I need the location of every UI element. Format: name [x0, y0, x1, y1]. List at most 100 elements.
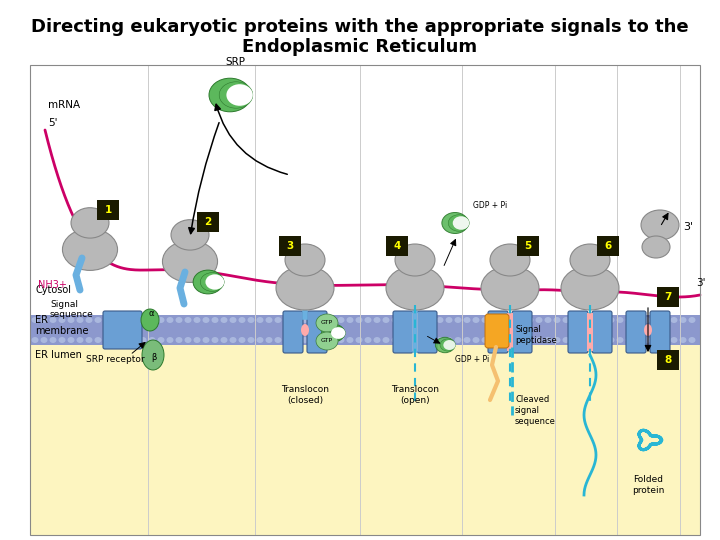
Ellipse shape [410, 317, 416, 323]
Ellipse shape [316, 314, 338, 332]
FancyBboxPatch shape [650, 311, 670, 353]
Ellipse shape [572, 337, 578, 343]
Text: ER
membrane: ER membrane [35, 315, 89, 336]
Ellipse shape [32, 337, 38, 343]
Text: 2: 2 [204, 217, 212, 227]
Ellipse shape [68, 317, 74, 323]
FancyBboxPatch shape [103, 311, 142, 349]
Ellipse shape [220, 337, 228, 343]
Ellipse shape [616, 317, 624, 323]
Text: Cytosol: Cytosol [35, 285, 71, 295]
Text: SRP: SRP [225, 57, 245, 67]
Text: 4: 4 [393, 241, 401, 251]
Text: 5': 5' [48, 118, 58, 128]
Ellipse shape [356, 337, 362, 343]
Ellipse shape [220, 317, 228, 323]
Ellipse shape [440, 339, 456, 351]
Ellipse shape [428, 317, 434, 323]
Ellipse shape [58, 337, 66, 343]
Ellipse shape [642, 236, 670, 258]
Ellipse shape [364, 337, 372, 343]
Ellipse shape [238, 337, 246, 343]
Ellipse shape [526, 337, 534, 343]
Text: 3': 3' [683, 222, 693, 232]
Ellipse shape [248, 317, 254, 323]
Ellipse shape [140, 317, 146, 323]
FancyBboxPatch shape [279, 236, 301, 256]
Ellipse shape [616, 337, 624, 343]
Ellipse shape [184, 317, 192, 323]
Ellipse shape [442, 213, 468, 233]
Bar [412, 313, 418, 351]
Text: α: α [148, 309, 154, 319]
Ellipse shape [472, 337, 480, 343]
Ellipse shape [464, 317, 470, 323]
Ellipse shape [274, 337, 282, 343]
Ellipse shape [292, 337, 300, 343]
FancyBboxPatch shape [597, 236, 619, 256]
FancyBboxPatch shape [592, 311, 612, 353]
Ellipse shape [158, 337, 164, 343]
Ellipse shape [285, 244, 325, 276]
FancyBboxPatch shape [512, 311, 532, 353]
Ellipse shape [94, 337, 102, 343]
Ellipse shape [580, 317, 588, 323]
Ellipse shape [194, 317, 200, 323]
Ellipse shape [608, 317, 614, 323]
Ellipse shape [500, 317, 506, 323]
FancyBboxPatch shape [386, 236, 408, 256]
Ellipse shape [508, 337, 516, 343]
Ellipse shape [598, 317, 606, 323]
Ellipse shape [554, 317, 560, 323]
Ellipse shape [284, 337, 290, 343]
Ellipse shape [346, 317, 354, 323]
Ellipse shape [166, 317, 174, 323]
Text: GTP: GTP [321, 321, 333, 326]
Ellipse shape [662, 317, 668, 323]
Ellipse shape [526, 317, 534, 323]
FancyBboxPatch shape [393, 311, 413, 353]
Ellipse shape [536, 337, 542, 343]
FancyBboxPatch shape [417, 311, 437, 353]
Ellipse shape [202, 337, 210, 343]
Text: 3': 3' [696, 278, 706, 288]
Ellipse shape [482, 317, 488, 323]
Ellipse shape [561, 266, 619, 310]
Ellipse shape [680, 337, 686, 343]
Ellipse shape [500, 337, 506, 343]
Text: mRNA: mRNA [48, 100, 80, 110]
Ellipse shape [572, 317, 578, 323]
Ellipse shape [482, 337, 488, 343]
Ellipse shape [104, 317, 110, 323]
Text: Folded
protein: Folded protein [632, 475, 664, 495]
Ellipse shape [481, 266, 539, 310]
Bar [507, 313, 513, 351]
Bar [30, 315, 700, 345]
Ellipse shape [142, 340, 164, 370]
Ellipse shape [436, 337, 444, 343]
Ellipse shape [230, 317, 236, 323]
Ellipse shape [112, 317, 120, 323]
Ellipse shape [444, 340, 456, 350]
Ellipse shape [163, 241, 217, 282]
Ellipse shape [266, 337, 272, 343]
Text: Translocon
(closed): Translocon (closed) [281, 385, 329, 405]
Ellipse shape [436, 338, 454, 353]
Text: Directing eukaryotic proteins with the appropriate signals to the: Directing eukaryotic proteins with the a… [31, 18, 689, 36]
Text: 1: 1 [104, 205, 112, 215]
Ellipse shape [356, 317, 362, 323]
Ellipse shape [382, 337, 390, 343]
Ellipse shape [449, 215, 469, 231]
Ellipse shape [436, 317, 444, 323]
Ellipse shape [130, 337, 138, 343]
Bar [30, 65, 700, 315]
Ellipse shape [374, 317, 380, 323]
Text: Signal
peptidase: Signal peptidase [515, 325, 557, 345]
Ellipse shape [226, 84, 253, 106]
Ellipse shape [68, 337, 74, 343]
Ellipse shape [320, 337, 326, 343]
Ellipse shape [104, 337, 110, 343]
FancyBboxPatch shape [488, 311, 508, 353]
Text: NH3+: NH3+ [38, 280, 67, 290]
Ellipse shape [193, 270, 223, 294]
